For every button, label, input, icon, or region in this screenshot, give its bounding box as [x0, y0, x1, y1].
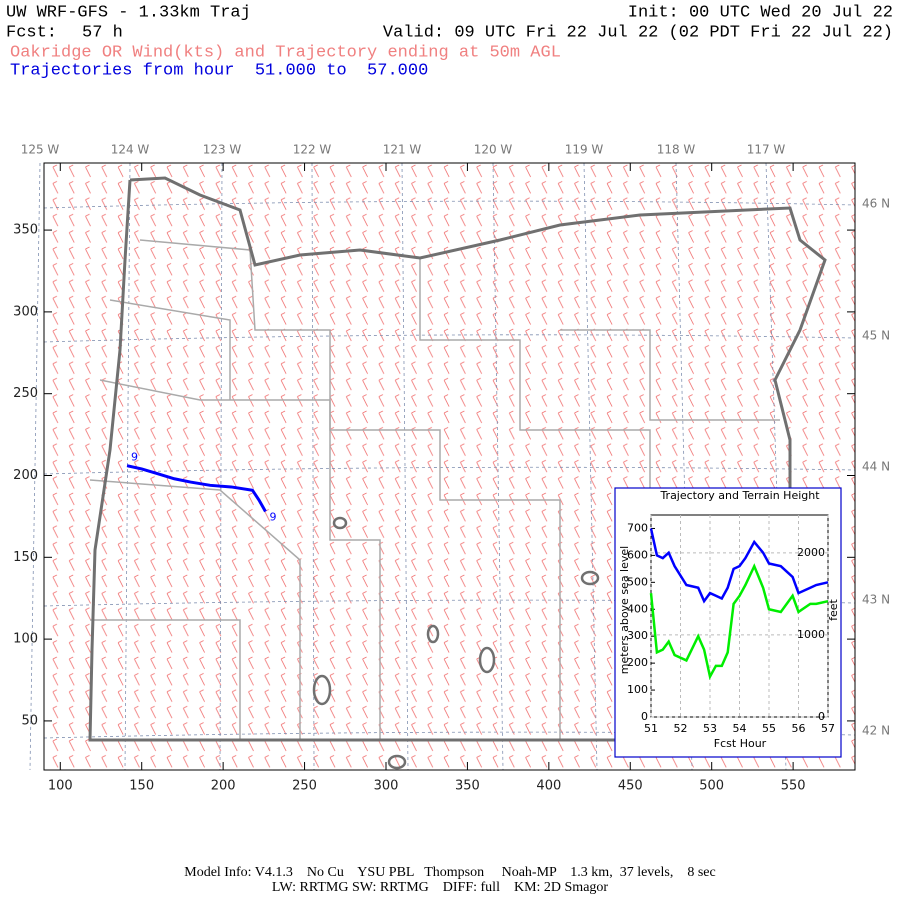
y2-tick-label: 1000	[797, 628, 825, 641]
lon-label: 118 W	[657, 143, 696, 157]
y-tick-label: 500	[627, 575, 648, 588]
lat-label: 43 N	[862, 593, 890, 607]
trajectories: Trajectories from hour 51.000 to 57.000	[10, 61, 428, 80]
lon-label: 125 W	[21, 143, 60, 157]
valid: Valid: 09 UTC Fri 22 Jul 22 (02 PDT Fri …	[383, 23, 893, 42]
x-tick-label: 57	[821, 722, 835, 735]
footer-line2: LW: RRTMG SW: RRTMG DIFF: full KM: 2D Sm…	[272, 880, 608, 895]
trajectory-label: 9	[131, 451, 138, 464]
y-tick-label: 250	[13, 386, 38, 401]
y-tick-label: 100	[627, 683, 648, 696]
y2-tick-label: 0	[818, 710, 825, 723]
x-tick-label: 52	[674, 722, 688, 735]
y2-axis-label: feet	[827, 598, 840, 620]
x-tick-label: 150	[129, 779, 154, 794]
x-tick-label: 56	[792, 722, 806, 735]
x-tick-label: 200	[211, 779, 236, 794]
x-tick-label: 350	[455, 779, 480, 794]
map-frame	[43, 162, 856, 771]
trajectory-label: 9	[269, 510, 276, 523]
x-tick-label: 55	[762, 722, 776, 735]
y-tick-label: 200	[627, 656, 648, 669]
y-tick-label: 700	[627, 521, 648, 534]
lakes	[312, 516, 600, 770]
lon-label: 122 W	[293, 143, 332, 157]
y-tick-label: 350	[13, 223, 38, 238]
lon-label: 117 W	[747, 143, 786, 157]
x-tick-label: 53	[703, 722, 717, 735]
x-tick-label: 400	[536, 779, 561, 794]
series-line	[649, 528, 829, 604]
y-tick-label: 100	[13, 632, 38, 647]
trajectory	[126, 464, 267, 513]
lat-label: 46 N	[862, 197, 890, 211]
y-tick-label: 400	[627, 602, 648, 615]
lat-label: 44 N	[862, 460, 890, 474]
series-line	[649, 563, 829, 681]
subtitle: Oakridge OR Wind(kts) and Trajectory end…	[10, 43, 561, 62]
state-border	[88, 176, 827, 742]
y-tick-label: 300	[627, 629, 648, 642]
y-tick-label: 300	[13, 304, 38, 319]
lon-label: 120 W	[474, 143, 513, 157]
lon-label: 124 W	[111, 143, 150, 157]
lat-lon-grid	[29, 162, 856, 771]
init: Init: 00 UTC Wed 20 Jul 22	[628, 3, 893, 22]
lat-label: 45 N	[862, 329, 890, 343]
footer-line1: Model Info: V4.1.3 No Cu YSU PBL Thompso…	[184, 865, 715, 880]
y2-tick-label: 2000	[797, 546, 825, 559]
x-tick-label: 500	[699, 779, 724, 794]
inset-title: Trajectory and Terrain Height	[659, 489, 820, 502]
x-tick-label: 54	[733, 722, 747, 735]
x-tick-label: 100	[48, 779, 73, 794]
y-axis-label: meters above sea level	[618, 546, 631, 674]
lat-label: 42 N	[862, 724, 890, 738]
fcst-label: Fcst:	[6, 23, 57, 42]
x-tick-label: 51	[644, 722, 658, 735]
y-tick-label: 0	[641, 710, 648, 723]
fcst: 57 h	[82, 23, 123, 42]
x-tick-label: 300	[374, 779, 399, 794]
y-tick-label: 150	[13, 550, 38, 565]
lon-label: 121 W	[383, 143, 422, 157]
x-tick-label: 550	[781, 779, 806, 794]
map	[29, 162, 856, 771]
title: UW WRF-GFS - 1.33km Traj	[6, 3, 251, 22]
y-tick-label: 600	[627, 548, 648, 561]
x-tick-label: 250	[292, 779, 317, 794]
x-tick-label: 450	[618, 779, 643, 794]
county-lines	[89, 239, 780, 740]
y-tick-label: 50	[21, 713, 38, 728]
lon-label: 123 W	[203, 143, 242, 157]
x-axis-label: Fcst Hour	[714, 737, 767, 750]
lon-label: 119 W	[565, 143, 604, 157]
y-tick-label: 200	[13, 468, 38, 483]
